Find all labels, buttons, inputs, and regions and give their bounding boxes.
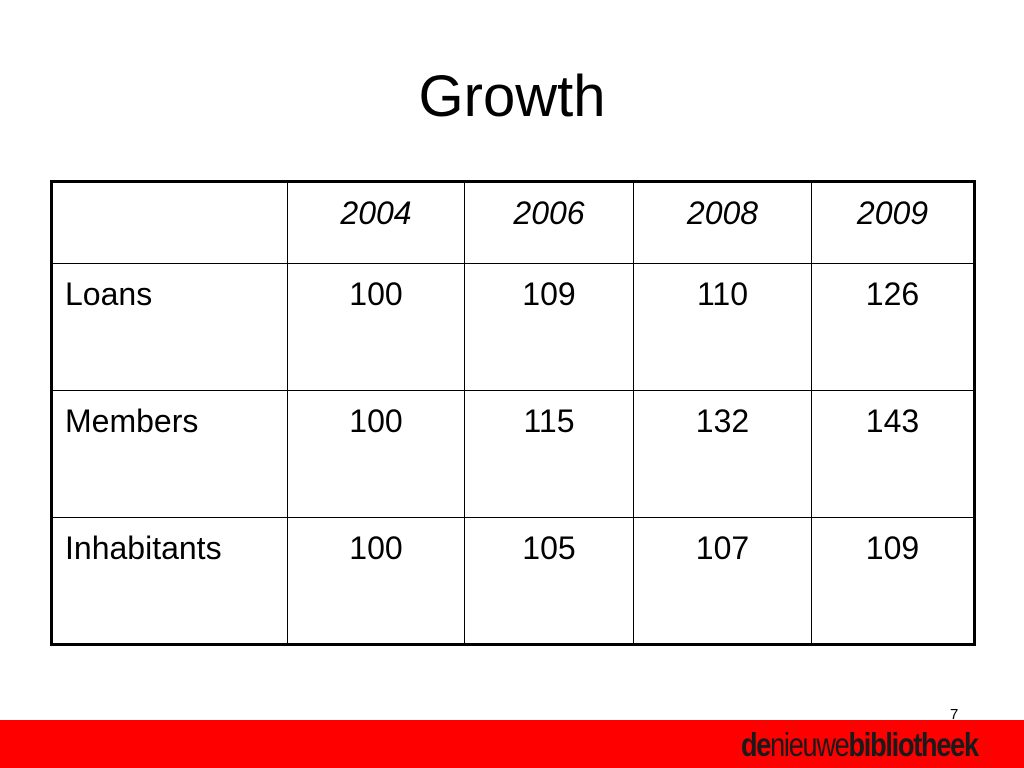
logo: denieuwebibliotheek <box>741 726 980 764</box>
header-cell: 2008 <box>633 181 812 264</box>
page-number: 7 <box>950 706 959 723</box>
table-cell: 132 <box>633 390 812 518</box>
table-body: Loans 100 109 110 126 Members 100 115 132 143 Inha… <box>51 263 975 645</box>
footer-band <box>0 720 1024 768</box>
logo-part: nieuwe <box>770 726 850 763</box>
row-label: Members <box>51 390 288 518</box>
logo-part: bibliotheek <box>848 726 980 763</box>
table-row: Inhabitants 100 105 107 109 <box>51 517 975 645</box>
table-header: 2004 2006 2008 2009 <box>51 181 975 264</box>
row-label: Inhabitants <box>51 517 288 645</box>
header-cell: 2006 <box>464 181 634 264</box>
table-row: Members 100 115 132 143 <box>51 390 975 518</box>
header-row: 2004 2006 2008 2009 <box>51 181 975 264</box>
header-cell: 2009 <box>811 181 975 264</box>
table-cell: 105 <box>464 517 634 645</box>
header-cell: 2004 <box>287 181 465 264</box>
table-cell: 100 <box>287 263 465 391</box>
logo-part: de <box>741 726 771 763</box>
table-cell: 110 <box>633 263 812 391</box>
slide-title: Growth <box>418 64 606 129</box>
table-cell: 100 <box>287 517 465 645</box>
table-cell: 100 <box>287 390 465 518</box>
table-row: Loans 100 109 110 126 <box>51 263 975 391</box>
table-cell: 143 <box>811 390 975 518</box>
table-cell: 115 <box>464 390 634 518</box>
table-cell: 107 <box>633 517 812 645</box>
data-table: 2004 2006 2008 2009 Loans 100 109 110 126 Mem… <box>50 180 976 646</box>
table-cell: 109 <box>464 263 634 391</box>
table-cell: 126 <box>811 263 975 391</box>
empty-cell <box>51 181 288 264</box>
table-cell: 109 <box>811 517 975 645</box>
row-label: Loans <box>51 263 288 391</box>
